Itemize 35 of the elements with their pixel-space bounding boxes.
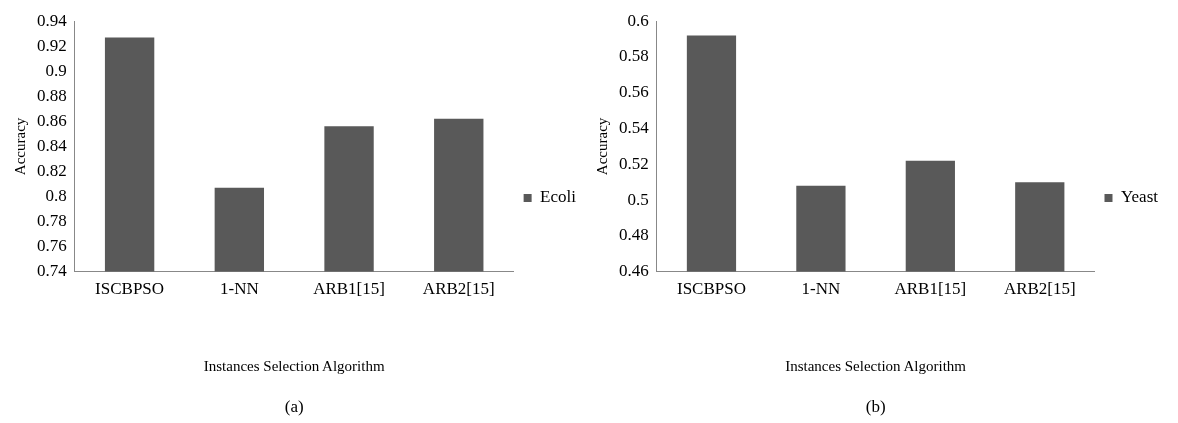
y-tick-label: 0.76 bbox=[37, 236, 67, 256]
y-tick-label: 0.5 bbox=[627, 189, 649, 209]
x-tick-label: ARB1[15] bbox=[894, 279, 967, 299]
y-tick-label: 0.82 bbox=[37, 160, 67, 180]
x-tick-label: 1-NN bbox=[801, 279, 841, 299]
y-tick-label: 0.84 bbox=[37, 135, 68, 155]
y-tick-label: 0.8 bbox=[45, 185, 67, 205]
x-tick-label: ISCBPSO bbox=[95, 279, 165, 299]
y-axis-title: Accuracy bbox=[593, 117, 610, 176]
x-tick-label: ARB2[15] bbox=[1003, 279, 1076, 299]
y-tick-label: 0.78 bbox=[37, 210, 67, 230]
x-tick-label: ISCBPSO bbox=[676, 279, 746, 299]
legend-label: Ecoli bbox=[540, 187, 577, 207]
y-tick-label: 0.94 bbox=[37, 10, 68, 30]
y-tick-label: 0.74 bbox=[37, 261, 68, 281]
y-tick-label: 0.6 bbox=[627, 10, 649, 30]
y-axis-title: Accuracy bbox=[11, 117, 28, 176]
x-tick-label: ARB2[15] bbox=[422, 279, 495, 299]
y-tick-label: 0.54 bbox=[619, 117, 650, 137]
y-tick-label: 0.92 bbox=[37, 35, 67, 55]
y-tick-label: 0.58 bbox=[619, 46, 649, 66]
y-tick-label: 0.52 bbox=[619, 153, 649, 173]
x-axis-title: Instances Selection Algorithm bbox=[203, 357, 385, 374]
y-tick-label: 0.9 bbox=[45, 60, 67, 80]
x-axis-title: Instances Selection Algorithm bbox=[785, 357, 967, 374]
y-tick-label: 0.46 bbox=[619, 261, 649, 281]
text: (b) bbox=[865, 397, 886, 416]
text: (a) bbox=[284, 397, 304, 416]
y-tick-label: 0.86 bbox=[37, 110, 67, 130]
x-tick-label: 1-NN bbox=[219, 279, 259, 299]
y-tick-label: 0.48 bbox=[619, 225, 649, 245]
y-tick-label: 0.88 bbox=[37, 85, 67, 105]
y-tick-label: 0.56 bbox=[619, 82, 649, 102]
x-tick-label: ARB1[15] bbox=[313, 279, 385, 299]
legend-label: Yeast bbox=[1121, 187, 1159, 207]
